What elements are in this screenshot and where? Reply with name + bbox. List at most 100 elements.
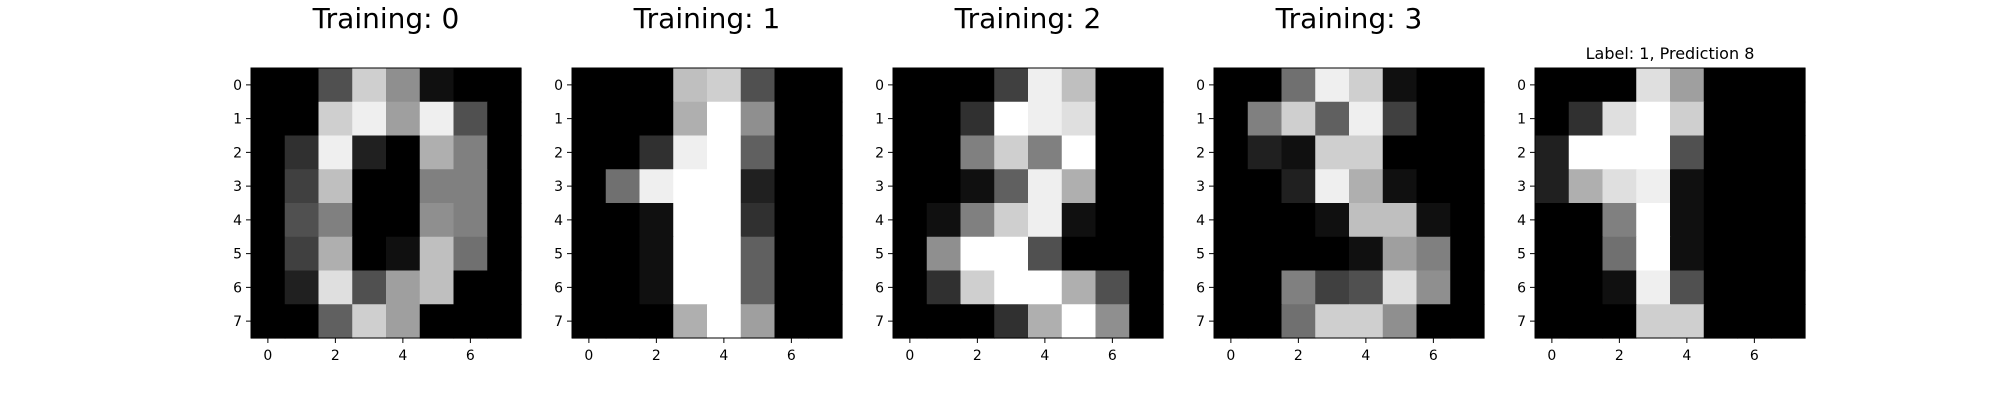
pixel-cell (1315, 68, 1350, 103)
pixel-cell (1535, 236, 1570, 272)
pixel-cell (386, 68, 421, 103)
x-tick-label: 0 (1226, 348, 1235, 364)
panel-title: Training: 3 (1275, 2, 1423, 35)
pixel-cell (1416, 68, 1451, 103)
x-tick-label: 0 (905, 348, 914, 364)
pixel-cell (605, 304, 641, 339)
pixel-cell (1349, 304, 1384, 339)
pixel-cell (1602, 101, 1637, 137)
y-tick-label: 6 (1196, 280, 1205, 296)
pixel-cell (1450, 169, 1485, 204)
pixel-cell (1703, 101, 1739, 137)
pixel-cell (808, 270, 843, 305)
pixel-cell (1129, 203, 1164, 238)
y-tick-label: 6 (875, 280, 884, 296)
pixel-cell (1349, 236, 1384, 272)
pixel-cell (1602, 68, 1637, 103)
y-tick-label: 4 (1196, 213, 1205, 229)
pixel-cell (1382, 169, 1418, 204)
pixel-cell (1028, 270, 1063, 305)
pixel-cell (994, 68, 1029, 103)
pixel-cell (1602, 236, 1637, 272)
pixel-cell (1214, 236, 1249, 272)
pixel-cell (386, 169, 421, 204)
pixel-cell (1129, 135, 1164, 170)
x-tick-label: 6 (1429, 348, 1438, 364)
pixel-cell (1315, 236, 1350, 272)
pixel-cell (926, 101, 962, 137)
pixel-cell (572, 270, 607, 305)
pixel-cell (1247, 270, 1283, 305)
pixel-cell (284, 101, 320, 137)
pixel-cell (740, 169, 776, 204)
pixel-cell (572, 68, 607, 103)
pixel-cell (808, 169, 843, 204)
y-tick-label: 5 (1196, 247, 1205, 263)
pixel-cell (1450, 304, 1485, 339)
pixel-cell (1061, 304, 1097, 339)
pixel-cell (572, 203, 607, 238)
pixel-cell (419, 169, 455, 204)
pixel-cell (1568, 169, 1604, 204)
pixel-cell (707, 135, 742, 170)
pixel-cell (926, 169, 962, 204)
pixel-cell (893, 304, 928, 339)
pixel-cell (572, 135, 607, 170)
pixel-cell (1095, 101, 1130, 137)
y-tick-label: 7 (875, 314, 884, 330)
pixel-cell (808, 203, 843, 238)
pixel-cell (740, 203, 776, 238)
pixel-cell (251, 68, 286, 103)
y-tick-label: 7 (1196, 314, 1205, 330)
pixel-cell (605, 101, 641, 137)
pixel-cell (1281, 304, 1316, 339)
pixel-cell (1602, 304, 1637, 339)
pixel-cell (960, 68, 995, 103)
pixel-cell (318, 203, 353, 238)
pixel-cell (1315, 270, 1350, 305)
panel-title: Training: 2 (954, 2, 1102, 35)
pixel-cell (572, 304, 607, 339)
pixel-cell (605, 135, 641, 170)
y-tick-label: 0 (1517, 78, 1526, 94)
digit-panel: Training: 0 0 1 2 3 4 5 6 7 0 2 4 6 (233, 2, 522, 364)
pixel-cell (1703, 203, 1739, 238)
pixel-cell (774, 236, 809, 272)
pixel-cell (1771, 68, 1806, 103)
pixel-cell (1315, 169, 1350, 204)
pixel-cell (1636, 135, 1671, 170)
pixel-cell (1061, 135, 1097, 170)
pixel-cell (1214, 68, 1249, 103)
pixel-cell (1703, 68, 1739, 103)
pixel-cell (605, 270, 641, 305)
pixel-cell (673, 236, 708, 272)
y-tick-label: 4 (1517, 213, 1526, 229)
x-tick-label: 2 (1615, 348, 1624, 364)
pixel-cell (1349, 270, 1384, 305)
pixel-cell (352, 203, 387, 238)
pixel-cell (419, 101, 455, 137)
pixel-cell (926, 135, 962, 170)
pixel-cell (1247, 101, 1283, 137)
pixel-cell (1670, 203, 1705, 238)
y-tick-label: 0 (875, 78, 884, 94)
pixel-cell (318, 135, 353, 170)
pixel-cell (639, 270, 674, 305)
pixel-cell (386, 101, 421, 137)
axes-frame (892, 67, 1164, 339)
y-tick-label: 2 (1517, 145, 1526, 161)
y-tick-label: 4 (875, 213, 884, 229)
pixel-cell (284, 169, 320, 204)
pixel-cell (1382, 135, 1418, 170)
pixel-cell (251, 135, 286, 170)
pixel-cell (1703, 169, 1739, 204)
pixel-cell (352, 68, 387, 103)
pixel-cell (893, 101, 928, 137)
pixel-cell (1416, 203, 1451, 238)
x-tick-label: 4 (1682, 348, 1691, 364)
pixel-cell (487, 236, 522, 272)
pixel-cell (487, 101, 522, 137)
y-tick-label: 6 (1517, 280, 1526, 296)
pixel-cell (1670, 135, 1705, 170)
pixel-cell (1349, 68, 1384, 103)
